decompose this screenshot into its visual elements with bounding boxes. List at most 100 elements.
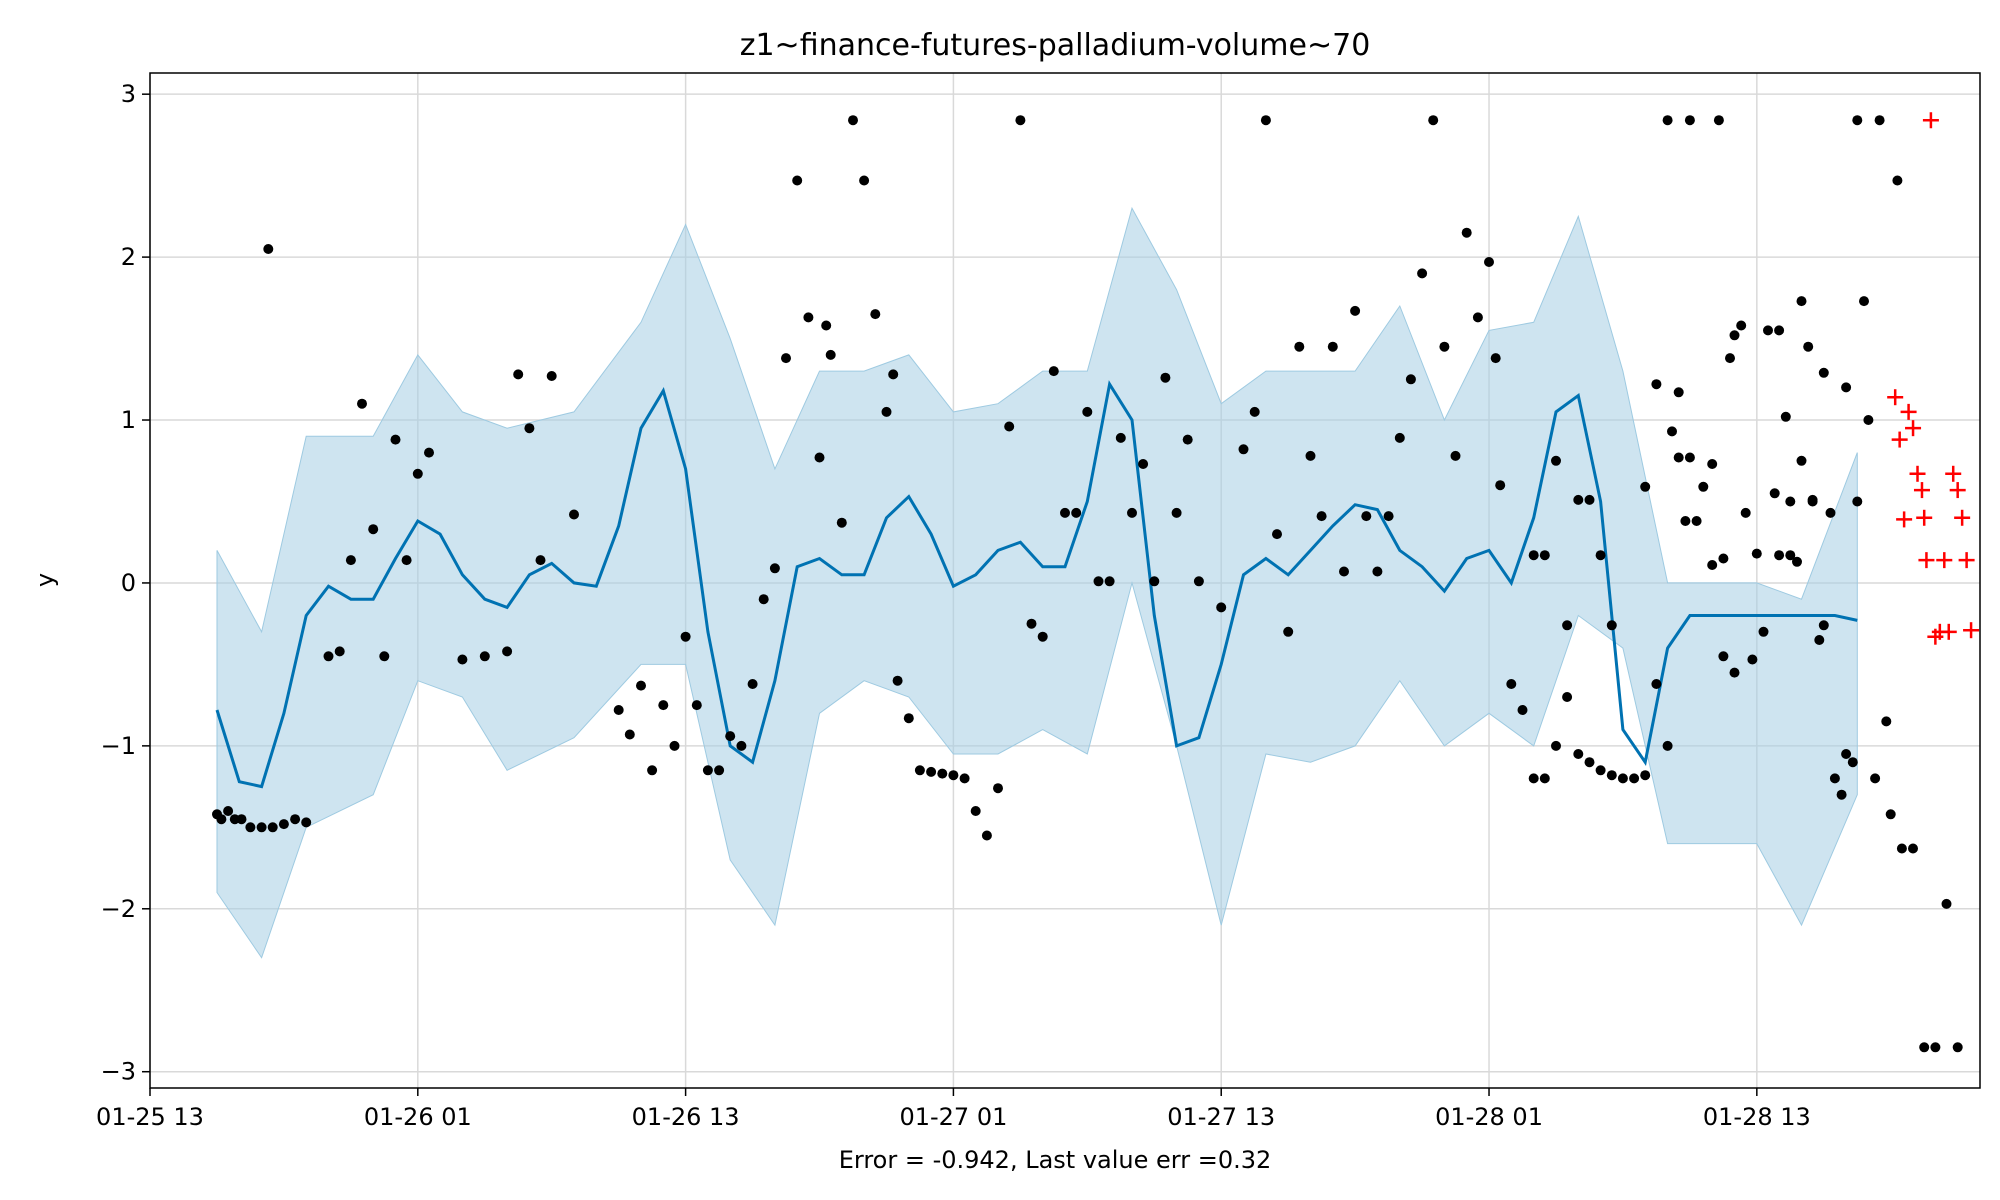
history-point <box>1562 620 1573 631</box>
history-point <box>1573 749 1584 759</box>
history-point <box>1104 576 1115 587</box>
history-point <box>1785 550 1796 561</box>
history-point <box>1528 550 1539 561</box>
history-point <box>881 406 892 417</box>
history-point <box>1490 353 1501 364</box>
y-axis: −3 −2 −1 0 1 2 3 <box>101 80 150 1086</box>
history-point <box>1517 705 1528 715</box>
history-point <box>1506 679 1517 689</box>
x-tick-label: 01-27 13 <box>1167 1103 1275 1131</box>
history-point <box>959 773 970 784</box>
history-point <box>1651 379 1662 390</box>
history-point <box>569 509 579 520</box>
y-axis-label: y <box>31 573 59 587</box>
history-point <box>401 555 412 566</box>
history-point <box>1729 330 1740 341</box>
actual-points <box>1887 112 1980 645</box>
history-point <box>1908 843 1918 854</box>
history-point <box>1272 529 1282 540</box>
actual-point <box>1887 389 1904 406</box>
history-point <box>1919 1042 1930 1053</box>
x-tick-label: 01-25 13 <box>96 1103 204 1131</box>
y-tick-label: −2 <box>101 895 136 923</box>
history-point <box>1892 175 1903 186</box>
history-point <box>624 729 635 740</box>
history-point <box>814 452 825 463</box>
history-point <box>836 517 847 528</box>
history-point <box>390 434 401 445</box>
y-tick-label: 0 <box>121 569 136 597</box>
history-point <box>1361 511 1372 522</box>
history-point <box>1863 415 1874 425</box>
history-point <box>1707 560 1718 570</box>
history-point <box>1617 773 1628 784</box>
history-point <box>903 713 914 724</box>
actual-point <box>1963 622 1980 639</box>
history-point <box>1718 553 1729 564</box>
history-point <box>1640 481 1651 492</box>
history-point <box>1803 341 1814 352</box>
history-point <box>1792 556 1802 567</box>
history-point <box>914 765 925 776</box>
history-point <box>1327 341 1338 352</box>
history-point <box>769 563 780 574</box>
history-point <box>1595 765 1606 776</box>
history-point <box>1182 434 1193 445</box>
actual-point <box>1896 511 1913 528</box>
history-point <box>1584 494 1595 505</box>
history-point <box>702 765 713 776</box>
history-point <box>1171 507 1182 518</box>
history-point <box>981 830 992 841</box>
history-point <box>1814 635 1825 645</box>
history-point <box>1316 511 1327 522</box>
history-point <box>1405 374 1416 385</box>
history-point <box>1736 320 1747 331</box>
history-point <box>1852 115 1863 126</box>
history-points <box>212 115 1963 1053</box>
history-point <box>1870 773 1881 784</box>
history-point <box>725 731 736 742</box>
history-point <box>970 806 981 816</box>
history-point <box>1673 452 1684 463</box>
x-tick-label: 01-26 13 <box>632 1103 740 1131</box>
history-point <box>1015 115 1026 126</box>
history-point <box>1060 507 1070 518</box>
history-point <box>1082 406 1093 417</box>
uncertainty-band <box>216 206 1858 959</box>
history-point <box>1048 366 1059 377</box>
x-tick-label: 01-26 01 <box>364 1103 472 1131</box>
history-point <box>1807 496 1818 507</box>
history-point <box>256 822 267 833</box>
history-point <box>888 369 899 380</box>
history-point <box>1667 426 1677 437</box>
history-point <box>1472 312 1483 323</box>
history-point <box>691 700 702 711</box>
history-point <box>1149 576 1160 587</box>
history-point <box>1115 432 1126 443</box>
history-point <box>1881 716 1892 727</box>
history-point <box>926 766 937 777</box>
history-point <box>1071 507 1082 518</box>
history-point <box>1539 773 1550 784</box>
history-point <box>892 675 903 686</box>
history-point <box>1859 296 1869 307</box>
history-point <box>1662 115 1673 126</box>
history-point <box>1551 455 1561 466</box>
history-point <box>1238 444 1249 455</box>
history-point <box>803 312 814 323</box>
history-point <box>357 398 367 409</box>
history-point <box>792 175 803 186</box>
y-tick-label: −1 <box>101 732 136 760</box>
history-point <box>1606 770 1617 781</box>
history-point <box>1484 257 1494 267</box>
history-point <box>736 740 747 751</box>
history-point <box>1763 325 1773 336</box>
actual-point <box>1909 465 1926 482</box>
history-point <box>747 679 758 689</box>
history-point <box>1684 452 1695 463</box>
forecast-line <box>215 380 1858 789</box>
history-point <box>1796 455 1807 466</box>
history-point <box>1713 115 1724 126</box>
history-point <box>1651 679 1662 689</box>
history-point <box>1852 496 1863 507</box>
